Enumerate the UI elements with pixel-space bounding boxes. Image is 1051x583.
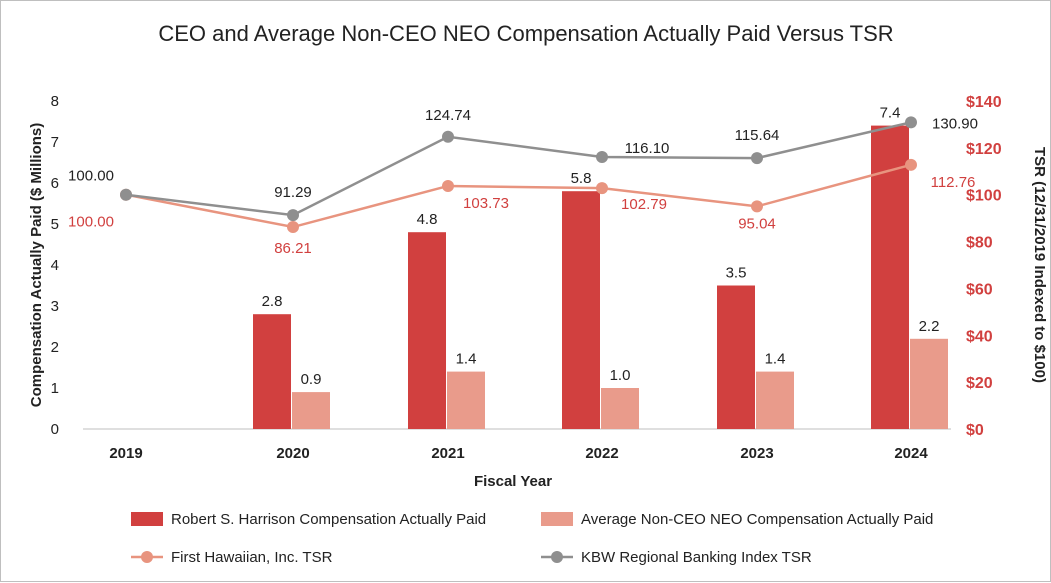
legend-swatch [541, 512, 573, 526]
line-data-label: 115.64 [735, 127, 780, 144]
y-tick-label: 3 [51, 298, 59, 315]
x-tick-label: 2023 [740, 445, 773, 462]
first-hawaiian-tsr-point [287, 221, 299, 234]
bar-neo [447, 371, 485, 429]
y2-tick-label: $20 [966, 375, 993, 392]
legend-swatch-marker [551, 551, 563, 563]
legend-label: KBW Regional Banking Index TSR [581, 549, 812, 566]
line-data-label: 91.29 [274, 184, 312, 201]
bar-data-label: 3.5 [726, 265, 747, 282]
bar-ceo [871, 125, 909, 429]
line-data-label: 116.10 [625, 140, 670, 157]
kbw-tsr-point [596, 150, 608, 163]
y2-tick-label: $100 [966, 188, 1002, 205]
bar-data-label: 2.2 [919, 318, 940, 335]
x-tick-label: 2024 [894, 445, 928, 462]
legend-label: Robert S. Harrison Compensation Actually… [171, 511, 486, 528]
kbw-tsr-point [751, 152, 763, 165]
bar-data-label: 7.4 [880, 105, 901, 122]
bar-data-label: 1.4 [765, 351, 786, 368]
line-data-label: 112.76 [931, 174, 976, 191]
x-axis-title: Fiscal Year [474, 473, 552, 490]
y-tick-label: 5 [51, 216, 59, 233]
y2-tick-label: $120 [966, 141, 1002, 158]
line-data-label: 103.73 [463, 195, 509, 212]
chart-title: CEO and Average Non-CEO NEO Compensation… [158, 21, 893, 46]
x-tick-label: 2022 [585, 445, 618, 462]
line-data-label: 102.79 [621, 196, 667, 213]
bar-ceo [253, 314, 291, 429]
legend: Robert S. Harrison Compensation Actually… [131, 511, 933, 566]
bars [253, 125, 948, 429]
kbw-tsr-point [287, 209, 299, 222]
line-data-label: 124.74 [425, 107, 471, 124]
y-tick-label: 8 [51, 93, 59, 110]
legend-label: First Hawaiian, Inc. TSR [171, 549, 333, 566]
y-tick-label: 4 [51, 257, 59, 274]
x-tick-label: 2020 [276, 445, 309, 462]
kbw-tsr-point [442, 130, 454, 143]
y-tick-label: 0 [51, 421, 59, 438]
y-tick-label: 2 [51, 339, 59, 356]
left-axis: 0 1 2 3 4 5 6 7 8 [51, 93, 59, 438]
x-axis: 2019 2020 2021 2022 2023 2024 [109, 445, 928, 462]
bar-neo [601, 388, 639, 429]
kbw-tsr-point [905, 116, 917, 129]
kbw-tsr-line [125, 121, 912, 217]
bar-ceo [408, 232, 446, 429]
bar-data-label: 0.9 [301, 371, 322, 388]
first-hawaiian-tsr-line [125, 163, 912, 229]
line-data-label: 100.00 [68, 214, 114, 231]
bar-neo [292, 392, 330, 429]
y2-tick-label: $140 [966, 94, 1002, 111]
legend-swatch-marker [141, 551, 153, 563]
legend-swatch [131, 512, 163, 526]
y2-tick-label: $60 [966, 281, 993, 298]
bar-data-label: 1.0 [610, 367, 631, 384]
bar-data-label: 4.8 [417, 211, 438, 228]
line-data-label: 100.00 [68, 168, 114, 185]
y2-tick-label: $80 [966, 235, 993, 252]
y2-tick-label: $0 [966, 422, 984, 439]
right-axis: $0 $20 $40 $60 $80 $100 $120 $140 [966, 94, 1002, 439]
y-axis-title: Compensation Actually Paid ($ Millions) [28, 123, 45, 407]
first-hawaiian-tsr-point [751, 200, 763, 213]
line-data-label: 130.90 [932, 115, 978, 132]
bar-labels: 2.8 4.8 5.8 3.5 7.4 0.9 1.4 1.0 1.4 2.2 [262, 105, 940, 389]
y2-axis-title: TSR (12/31/2019 Indexed to $100) [1031, 147, 1048, 383]
bar-neo [910, 338, 948, 429]
line-data-label: 86.21 [274, 240, 312, 257]
lines: 100.00 86.21 103.73 102.79 95.04 112.76 100.00… [68, 107, 978, 257]
bar-data-label: 1.4 [456, 351, 477, 368]
bar-ceo [717, 285, 755, 429]
y-tick-label: 6 [51, 175, 59, 192]
bar-ceo [562, 191, 600, 429]
x-tick-label: 2019 [109, 445, 142, 462]
kbw-tsr-point [120, 188, 132, 201]
bar-data-label: 2.8 [262, 293, 283, 310]
first-hawaiian-tsr-point [596, 182, 608, 195]
legend-label: Average Non-CEO NEO Compensation Actuall… [581, 511, 933, 528]
y2-tick-label: $40 [966, 328, 993, 345]
y-tick-label: 7 [51, 134, 59, 151]
first-hawaiian-tsr-point [905, 158, 917, 171]
bar-data-label: 5.8 [571, 170, 592, 187]
x-tick-label: 2021 [431, 445, 464, 462]
first-hawaiian-tsr-point [442, 179, 454, 192]
y-tick-label: 1 [51, 380, 59, 397]
line-data-label: 95.04 [738, 215, 776, 232]
bar-neo [756, 371, 794, 429]
